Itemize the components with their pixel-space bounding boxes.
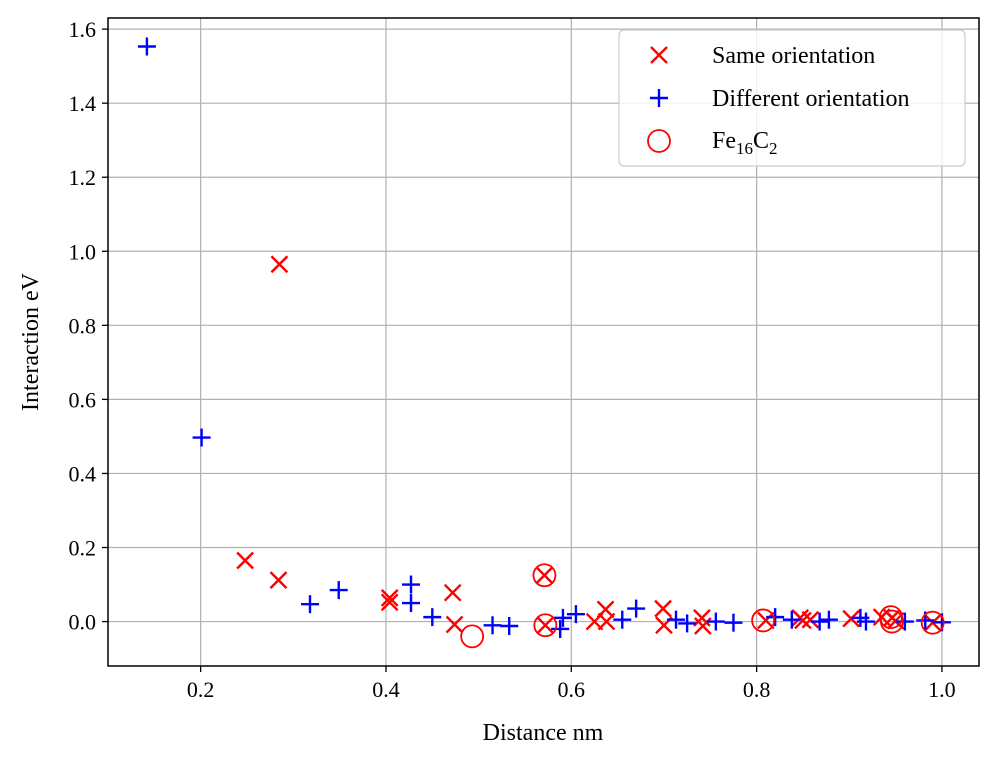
- point-fe16c2: [460, 624, 485, 649]
- point-same-orientation: [801, 610, 820, 629]
- point-different-orientation: [819, 610, 838, 629]
- point-different-orientation: [810, 612, 829, 631]
- point-different-orientation: [401, 594, 420, 613]
- point-fe16c2: [532, 563, 557, 588]
- x-stroke: [794, 611, 812, 630]
- point-same-orientation: [923, 613, 942, 632]
- x-stroke: [654, 599, 672, 618]
- x-tick-label: 0.2: [187, 677, 215, 702]
- y-tick-label: 0.8: [69, 313, 97, 338]
- y-tick-label: 0.2: [69, 536, 97, 561]
- y-tick-label: 1.2: [69, 165, 97, 190]
- point-different-orientation: [551, 619, 570, 638]
- point-different-orientation: [137, 37, 156, 56]
- x-stroke: [693, 609, 711, 627]
- x-stroke: [380, 589, 399, 607]
- point-fe16c2: [880, 609, 904, 634]
- data-points: [137, 37, 951, 649]
- point-different-orientation: [300, 595, 319, 614]
- x-stroke: [597, 612, 616, 631]
- legend-label-different-orientation: Different orientation: [712, 86, 909, 112]
- x-stroke: [757, 611, 775, 630]
- x-tick-label: 0.8: [743, 677, 771, 702]
- axis-ticks: 0.2 0.4 0.6 0.8 1.0 0.0 0.2 0.4 0.6 0.8 1.0 1.2 1.4 1…: [69, 17, 956, 702]
- point-different-orientation: [500, 617, 519, 636]
- legend-box: [618, 29, 966, 167]
- x-stroke: [380, 593, 399, 612]
- point-same-orientation: [654, 599, 672, 618]
- y-tick-label: 1.0: [69, 239, 97, 264]
- point-same-orientation: [842, 609, 860, 628]
- legend-sub-2: 2: [769, 139, 778, 158]
- x-tick-label: 1.0: [928, 677, 956, 702]
- x-tick-label: 0.4: [372, 677, 400, 702]
- y-tick-label: 1.4: [69, 91, 97, 116]
- point-same-orientation: [794, 611, 812, 630]
- x-stroke: [535, 566, 554, 585]
- x-stroke: [269, 571, 288, 589]
- legend-label-same-orientation: Same orientation: [712, 43, 875, 69]
- x-axis-label: Distance nm: [483, 720, 604, 746]
- legend-marker-same-orientation: [650, 46, 668, 64]
- point-different-orientation: [329, 581, 348, 600]
- legend-marker-different-orientation: [650, 89, 668, 107]
- x-stroke: [923, 613, 942, 632]
- x-stroke: [443, 583, 462, 602]
- y-tick-label: 1.6: [69, 17, 97, 42]
- x-tick-label: 0.6: [558, 677, 586, 702]
- point-fe16c2: [533, 613, 558, 638]
- x-stroke: [842, 609, 860, 628]
- point-different-orientation: [895, 612, 914, 631]
- point-different-orientation: [766, 608, 785, 627]
- y-tick-label: 0.4: [69, 461, 97, 486]
- point-same-orientation: [445, 615, 464, 634]
- point-fe16c2: [751, 608, 776, 633]
- point-different-orientation: [401, 575, 420, 594]
- point-same-orientation: [535, 566, 554, 585]
- x-stroke: [270, 255, 289, 274]
- point-different-orientation: [483, 616, 502, 635]
- point-different-orientation: [423, 608, 442, 627]
- x-stroke: [236, 551, 254, 570]
- point-different-orientation: [667, 610, 686, 629]
- point-different-orientation: [553, 608, 572, 627]
- legend-fe-text: Fe: [712, 128, 736, 154]
- point-different-orientation: [724, 613, 743, 632]
- x-stroke: [801, 610, 820, 629]
- point-different-orientation: [782, 610, 801, 629]
- point-same-orientation: [380, 589, 399, 607]
- point-same-orientation: [443, 583, 462, 602]
- point-same-orientation: [270, 255, 289, 274]
- point-different-orientation: [678, 614, 697, 633]
- legend: Same orientation Different orientation F…: [618, 29, 966, 167]
- point-different-orientation: [613, 610, 632, 629]
- point-different-orientation: [856, 612, 875, 631]
- x-stroke: [445, 615, 464, 634]
- point-same-orientation: [269, 571, 288, 589]
- plot-frame: [107, 17, 980, 667]
- y-tick-label: 0.6: [69, 387, 97, 412]
- point-fe16c2: [920, 610, 945, 635]
- point-same-orientation: [380, 593, 399, 612]
- point-different-orientation: [627, 599, 646, 618]
- point-different-orientation: [566, 605, 585, 624]
- y-axis-label: Interaction eV: [18, 272, 44, 411]
- point-same-orientation: [236, 551, 254, 570]
- x-stroke: [536, 616, 555, 635]
- point-same-orientation: [597, 612, 616, 631]
- point-same-orientation: [536, 616, 555, 635]
- legend-c-text: C: [753, 128, 769, 154]
- legend-label-fe16c2: Fe16C2: [712, 128, 778, 158]
- y-tick-label: 0.0: [69, 610, 97, 635]
- point-same-orientation: [757, 611, 775, 630]
- grid-lines: [108, 18, 979, 666]
- legend-sub-16: 16: [736, 139, 753, 158]
- point-different-orientation: [706, 612, 725, 631]
- legend-marker-fe16c2: [647, 129, 671, 153]
- point-different-orientation: [192, 428, 211, 447]
